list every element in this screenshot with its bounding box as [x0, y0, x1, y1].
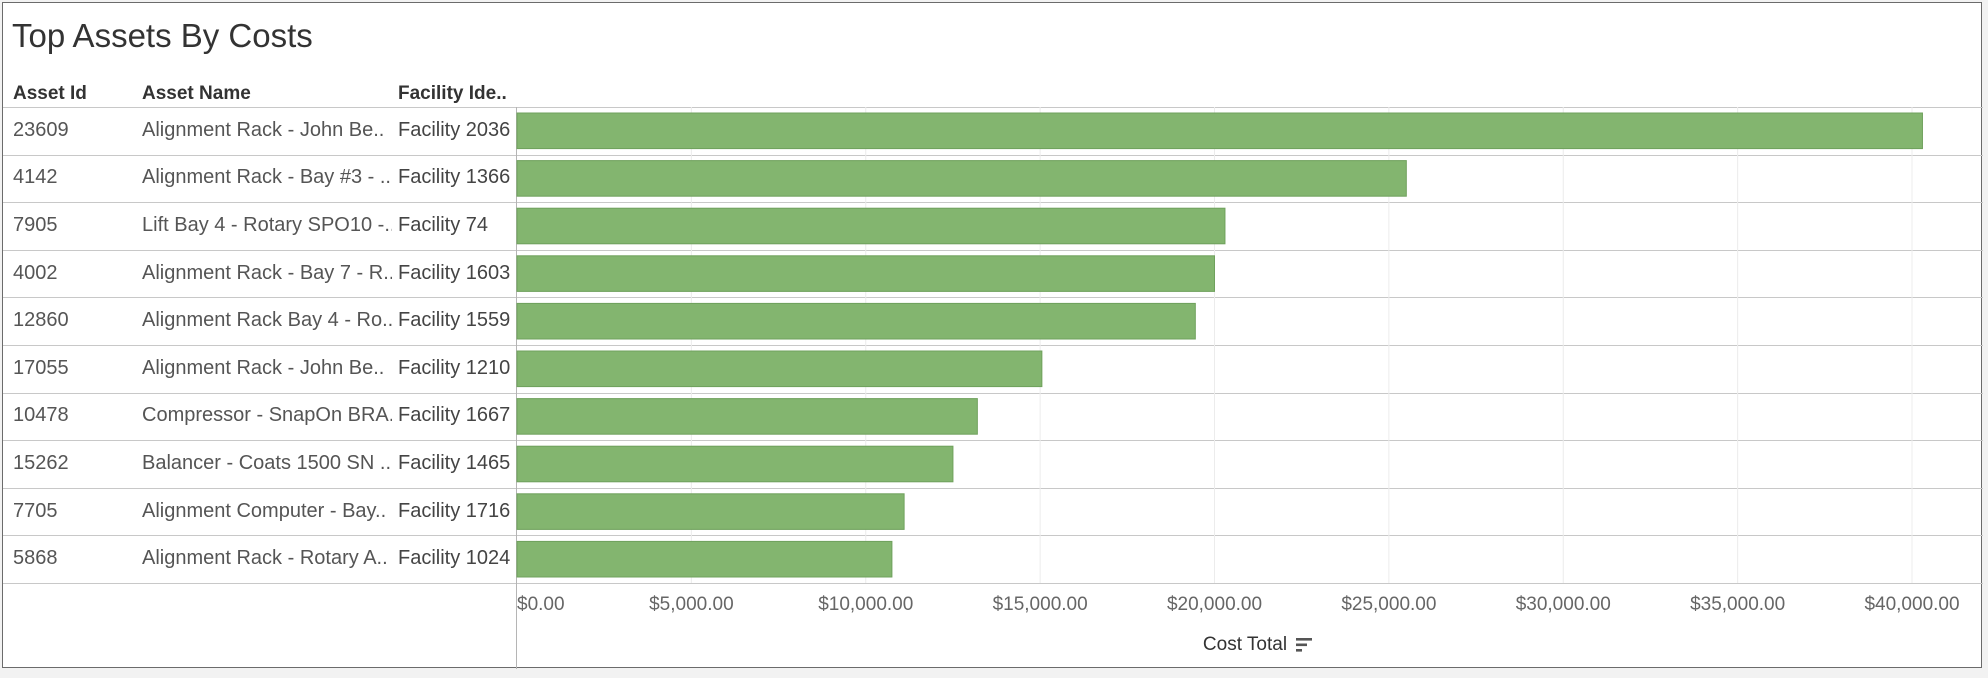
asset-id-cell[interactable]: 4002	[13, 261, 58, 284]
facility-cell[interactable]: Facility 74	[398, 214, 489, 236]
asset-id-cell[interactable]: 17055	[13, 356, 69, 379]
facility-cell[interactable]: Facility 1024	[398, 547, 511, 570]
x-tick-label: $25,000.00	[1341, 594, 1436, 615]
page-title: Top Assets By Costs	[12, 17, 313, 54]
asset-id-cell[interactable]: 4142	[13, 166, 58, 189]
asset-name-cell[interactable]: Alignment Rack - John Be..	[142, 356, 385, 379]
x-tick-label: $10,000.00	[818, 594, 913, 615]
axis-divider	[516, 107, 517, 669]
bar-4002[interactable]	[516, 255, 1215, 292]
bar-23609[interactable]	[516, 112, 1923, 150]
x-tick-label: $20,000.00	[1167, 594, 1262, 615]
row-divider	[3, 154, 1983, 156]
bar-7705[interactable]	[516, 493, 905, 530]
bar-17055[interactable]	[516, 350, 1043, 388]
bar-5868[interactable]	[516, 540, 893, 578]
facility-cell[interactable]: Facility 1210	[398, 356, 511, 379]
bar-4142[interactable]	[516, 160, 1407, 197]
asset-name-cell[interactable]: Balancer - Coats 1500 SN ..	[142, 452, 392, 474]
asset-id-cell[interactable]: 15262	[13, 452, 69, 474]
x-tick-label: $0.00	[517, 594, 565, 615]
row-divider	[3, 107, 1983, 108]
asset-name-cell[interactable]: Alignment Computer - Bay..	[142, 499, 387, 522]
row-divider	[3, 392, 1983, 394]
row-divider	[3, 249, 1983, 251]
asset-id-cell[interactable]: 23609	[13, 118, 69, 141]
row-divider	[3, 440, 1983, 442]
sort-descending-icon[interactable]	[1295, 636, 1313, 654]
x-tick-label: $40,000.00	[1864, 594, 1959, 615]
facility-cell[interactable]: Facility 1366	[398, 166, 511, 189]
facility-cell[interactable]: Facility 1716	[398, 499, 511, 522]
row-divider	[3, 202, 1983, 204]
asset-id-cell[interactable]: 7905	[13, 214, 58, 236]
asset-id-cell[interactable]: 12860	[13, 309, 69, 332]
row-divider	[3, 535, 1983, 537]
asset-name-cell[interactable]: Compressor - SnapOn BRA..	[142, 404, 392, 427]
row-divider	[3, 583, 1983, 584]
row-divider	[3, 297, 1983, 299]
x-tick-label: $30,000.00	[1516, 594, 1611, 615]
asset-id-cell[interactable]: 10478	[13, 404, 69, 427]
facility-cell[interactable]: Facility 1667	[398, 404, 511, 427]
facility-cell[interactable]: Facility 1465	[398, 452, 511, 474]
asset-id-cell[interactable]: 5868	[13, 547, 58, 570]
asset-name-cell[interactable]: Lift Bay 4 - Rotary SPO10 -..	[142, 214, 392, 236]
asset-id-cell[interactable]: 7705	[13, 499, 58, 522]
asset-name-cell[interactable]: Alignment Rack - Bay #3 - ..	[142, 166, 391, 189]
asset-name-cell[interactable]: Alignment Rack - Rotary A..	[142, 547, 388, 570]
bar-12860[interactable]	[516, 302, 1196, 340]
column-header-facility[interactable]: Facility Ide..	[398, 83, 507, 104]
asset-name-cell[interactable]: Alignment Rack Bay 4 - Ro..	[142, 309, 392, 332]
bar-chart: $0.00 $5,000.00 $10,000.00 $15,000.00 $20,00…	[516, 107, 1960, 615]
x-tick-label: $5,000.00	[649, 594, 734, 615]
column-header-asset-id[interactable]: Asset Id	[13, 83, 87, 104]
bar-10478[interactable]	[516, 398, 978, 435]
x-axis-title[interactable]: Cost Total	[1202, 634, 1288, 655]
row-divider	[3, 487, 1983, 489]
x-tick-label: $15,000.00	[993, 594, 1088, 615]
column-header-asset-name[interactable]: Asset Name	[142, 83, 251, 104]
bar-15262[interactable]	[516, 445, 954, 483]
asset-name-cell[interactable]: Alignment Rack - John Be..	[142, 118, 385, 141]
facility-cell[interactable]: Facility 1559	[398, 309, 511, 332]
x-tick-label: $35,000.00	[1690, 594, 1785, 615]
asset-name-cell[interactable]: Alignment Rack - Bay 7 - R..	[142, 261, 392, 284]
facility-cell[interactable]: Facility 1603	[398, 261, 511, 284]
row-divider	[3, 345, 1983, 346]
bar-7905[interactable]	[516, 207, 1226, 245]
facility-cell[interactable]: Facility 2036	[398, 118, 511, 141]
